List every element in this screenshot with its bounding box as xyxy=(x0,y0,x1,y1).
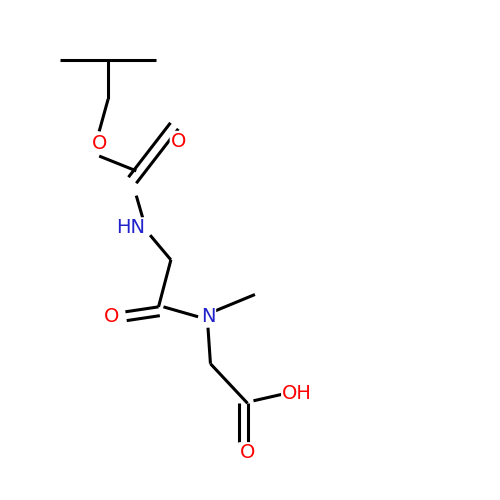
Text: O: O xyxy=(92,134,107,153)
Text: O: O xyxy=(104,307,119,326)
Text: OH: OH xyxy=(282,384,312,403)
Text: O: O xyxy=(240,443,255,462)
Text: HN: HN xyxy=(116,218,145,238)
Text: N: N xyxy=(200,307,215,326)
Text: O: O xyxy=(170,132,186,150)
